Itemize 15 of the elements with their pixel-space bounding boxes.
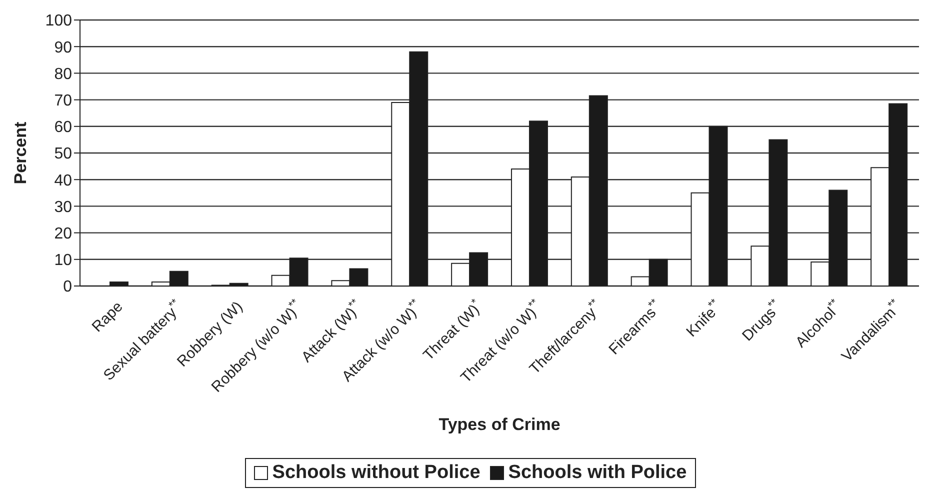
y-tick-label: 10	[54, 252, 72, 270]
y-tick-label: 40	[54, 172, 72, 190]
y-tick-label: 60	[54, 119, 72, 136]
y-tick-label: 30	[54, 198, 72, 216]
legend-label: Schools with Police	[508, 462, 687, 484]
y-tick-label: 70	[54, 92, 72, 110]
legend-label: Schools without Police	[272, 462, 480, 484]
y-tick-label: 90	[54, 39, 72, 56]
y-tick-label: 80	[54, 66, 72, 83]
y-tick-label: 0	[63, 278, 72, 296]
y-tick-label: 50	[54, 146, 72, 163]
y-axis-title: Percent	[11, 121, 30, 184]
y-tick-label: 20	[54, 225, 72, 242]
y-tick-label: 100	[45, 12, 72, 30]
x-axis-title: Types of Crime	[438, 415, 560, 434]
